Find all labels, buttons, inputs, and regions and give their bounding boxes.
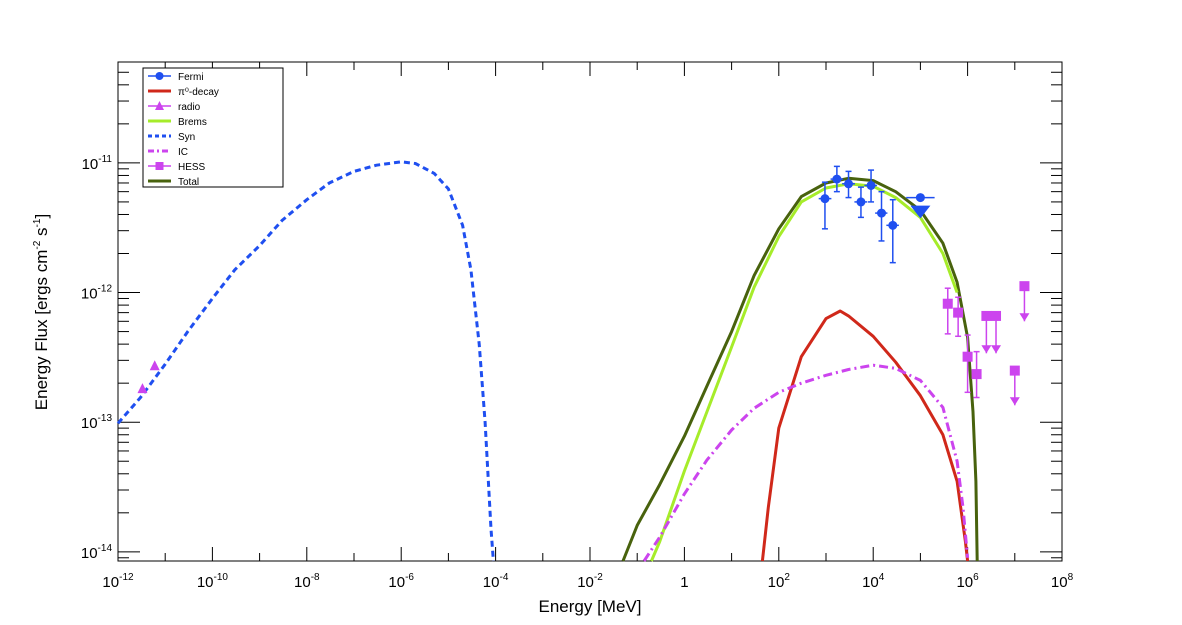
curve-pi0-decay	[760, 309, 970, 562]
y-tick-labels: 10-14 10-13 10-12 10-11	[81, 154, 113, 562]
legend-label: π⁰-decay	[178, 87, 219, 98]
fermi-marker	[856, 197, 866, 207]
legend-swatch-marker	[155, 72, 164, 80]
fermi-marker	[820, 194, 830, 204]
hess-marker	[942, 298, 953, 309]
curve-brems	[650, 182, 959, 562]
x-tick-label: 10-12	[102, 572, 134, 591]
legend-entry: π⁰-decay	[148, 87, 219, 98]
hess-point	[942, 287, 953, 335]
legend-label: HESS	[178, 162, 206, 173]
curve-ic	[642, 363, 970, 562]
x-tick-label: 10-8	[294, 572, 320, 591]
legend-entry: Syn	[148, 132, 195, 143]
x-tick-label: 106	[956, 572, 979, 591]
legend-entry: Total	[148, 177, 199, 188]
legend-entry: HESS	[148, 162, 206, 173]
legend-swatch-marker	[155, 162, 164, 170]
hess-point	[953, 296, 964, 338]
legend-label: Syn	[178, 132, 195, 143]
legend-label: IC	[178, 147, 188, 158]
fermi-point	[854, 186, 868, 219]
hess-marker	[971, 369, 982, 380]
fermi-ul-arrow	[910, 205, 931, 219]
fermi-point	[886, 198, 899, 264]
x-axis-title: Energy [MeV]	[539, 597, 642, 616]
legend-label: Brems	[178, 117, 207, 128]
hess-marker	[953, 307, 964, 318]
fermi-marker	[832, 174, 842, 184]
radio-marker	[137, 383, 148, 394]
legend: Fermi π⁰-decay radio Brems Syn IC HESS Total	[142, 67, 284, 188]
legend-entry: Fermi	[148, 72, 204, 83]
hess-point	[1009, 365, 1020, 406]
hess-point	[991, 310, 1002, 354]
hess-marker	[1009, 365, 1020, 376]
legend-label: radio	[178, 102, 201, 113]
legend-entry: Brems	[148, 117, 207, 128]
hess-point	[1019, 281, 1030, 322]
x-tick-label: 1	[680, 574, 688, 591]
y-axis-title: Energy Flux [ergs cm-2 s-1]	[32, 214, 51, 410]
x-tick-label: 102	[768, 572, 791, 591]
x-tick-label: 10-2	[577, 572, 603, 591]
hess-point	[962, 334, 973, 394]
x-tick-label: 10-6	[388, 572, 414, 591]
y-tick-label: 10-13	[81, 413, 113, 432]
fermi-point	[864, 169, 877, 203]
x-tick-label: 10-4	[483, 572, 509, 591]
x-tick-label: 104	[862, 572, 885, 591]
fermi-marker	[844, 179, 854, 189]
hess-ul-arrow	[991, 345, 1002, 354]
hess-ul-arrow	[1009, 397, 1020, 406]
hess-point	[971, 350, 982, 399]
fermi-marker	[866, 180, 876, 190]
legend-entries: Fermi π⁰-decay radio Brems Syn IC HESS Total	[148, 72, 219, 188]
hess-marker	[981, 310, 992, 321]
hess-marker	[962, 351, 973, 362]
fermi-point	[830, 165, 844, 193]
legend-entry: radio	[148, 101, 201, 113]
hess-marker	[1019, 281, 1030, 292]
fermi-marker	[888, 220, 898, 230]
x-tick-label: 10-10	[197, 572, 229, 591]
legend-box	[142, 67, 284, 188]
fermi-upper-limit	[906, 193, 935, 219]
fermi-point	[875, 190, 888, 242]
hess-ul-arrow	[1019, 313, 1030, 322]
hess-ul-arrow	[981, 345, 992, 354]
hess-point	[981, 310, 992, 354]
fermi-point	[842, 170, 855, 199]
fermi-ul-marker	[915, 193, 925, 203]
axis-ticks	[117, 61, 1063, 561]
x-tick-labels: 10-12 10-10 10-8 10-6 10-4 10-2 1 102 104 106 108	[102, 572, 1073, 591]
legend-swatch-marker	[155, 101, 164, 110]
x-tick-label: 108	[1051, 572, 1074, 591]
legend-label: Fermi	[178, 72, 204, 83]
legend-entry: IC	[148, 147, 188, 158]
y-tick-label: 10-11	[82, 154, 113, 173]
y-tick-label: 10-14	[81, 543, 113, 562]
fermi-point	[818, 181, 832, 230]
fermi-marker	[877, 208, 887, 218]
hess-marker	[991, 310, 1002, 321]
data-points	[137, 165, 1030, 406]
legend-label: Total	[178, 177, 199, 188]
y-tick-label: 10-12	[81, 284, 113, 303]
radio-marker	[149, 360, 160, 371]
curve-syn	[116, 160, 495, 562]
